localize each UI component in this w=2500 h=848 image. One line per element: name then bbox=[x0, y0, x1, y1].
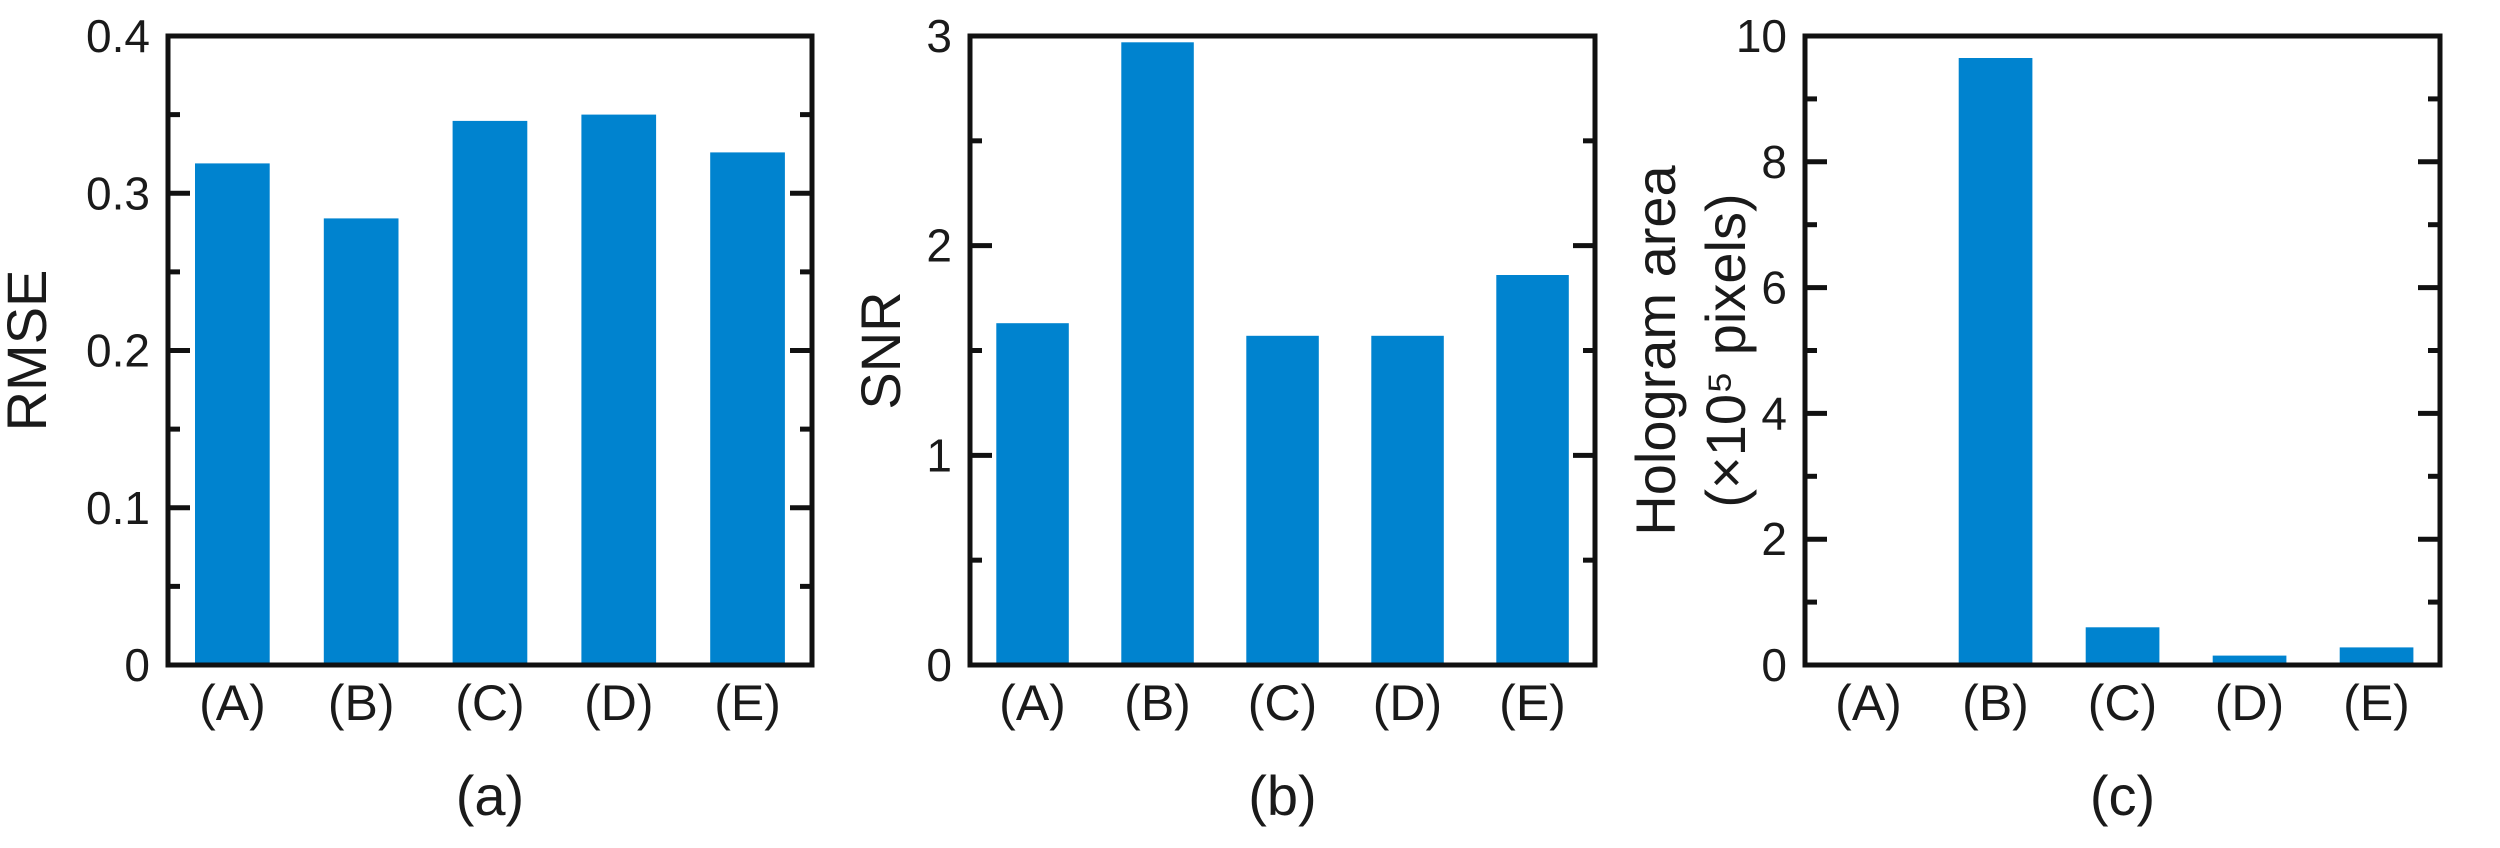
bar-3 bbox=[2085, 627, 2160, 665]
x-tick-label: (D) bbox=[2215, 675, 2284, 731]
y-tick-label: 0 bbox=[1761, 639, 1787, 691]
bar-2 bbox=[1121, 42, 1194, 666]
bar-4 bbox=[2212, 655, 2287, 665]
bar-5 bbox=[2339, 647, 2414, 665]
y-tick-label: 0 bbox=[926, 639, 952, 691]
x-tick-label: (A) bbox=[199, 675, 266, 731]
y-tick-label: 3 bbox=[926, 10, 952, 62]
bar-4 bbox=[581, 114, 657, 666]
chart-panel-2: 0 1 2 3 (A) (B) (C) (D) (E) SNR (b) bbox=[849, 10, 1598, 827]
bar-3 bbox=[452, 120, 528, 665]
x-tick-label: (B) bbox=[328, 675, 395, 731]
x-tick-label: (D) bbox=[1373, 675, 1442, 731]
x-tick-label: (A) bbox=[1835, 675, 1902, 731]
panel-label: (a) bbox=[456, 764, 524, 827]
x-tick-label: (E) bbox=[714, 675, 781, 731]
panel-label: (b) bbox=[1248, 764, 1316, 827]
y-tick-label: 0.3 bbox=[86, 167, 150, 219]
bar-1 bbox=[195, 163, 270, 665]
y-tick-label: 0 bbox=[124, 639, 150, 691]
bar-3 bbox=[1246, 335, 1319, 665]
bar-2 bbox=[323, 218, 399, 665]
x-tick-label: (D) bbox=[584, 675, 653, 731]
panel-label: (c) bbox=[2090, 764, 2155, 827]
y-tick-label: 10 bbox=[1736, 10, 1787, 62]
y-tick-label: 0.1 bbox=[86, 482, 150, 534]
x-tick-label: (E) bbox=[1499, 675, 1566, 731]
bar-4 bbox=[1371, 335, 1444, 665]
chart-panel-1: 0 0.1 0.2 0.3 0.4 (A) (B) (C) (D) (E) RMSE (a) bbox=[0, 10, 815, 827]
x-tick-label: (C) bbox=[2088, 675, 2157, 731]
y-tick-label: 4 bbox=[1761, 387, 1787, 439]
x-tick-label: (E) bbox=[2343, 675, 2410, 731]
y-tick-label: 2 bbox=[926, 220, 952, 272]
x-tick-label: (C) bbox=[1248, 675, 1317, 731]
x-tick-label: (A) bbox=[999, 675, 1066, 731]
y-axis-label-line2: (×10⁵ pixels) bbox=[1694, 193, 1757, 507]
y-tick-label: 2 bbox=[1761, 513, 1787, 565]
x-tick-label: (B) bbox=[1962, 675, 2029, 731]
bar-5 bbox=[710, 152, 785, 665]
y-axis-label: Hologram area bbox=[1624, 164, 1687, 535]
y-tick-label: 8 bbox=[1761, 136, 1787, 188]
bar-1 bbox=[996, 323, 1069, 665]
y-axis-label: RMSE bbox=[0, 270, 58, 432]
x-tick-label: (B) bbox=[1124, 675, 1191, 731]
y-tick-label: 6 bbox=[1761, 262, 1787, 314]
axes-frame bbox=[1802, 33, 2443, 668]
x-tick-label: (C) bbox=[455, 675, 524, 731]
y-tick-label: 1 bbox=[926, 429, 952, 481]
y-axis-label: SNR bbox=[849, 291, 912, 409]
chart-panel-3: 0 2 4 6 8 10 (A) (B) (C) (D) (E) Hologram area (×10⁵… bbox=[1624, 10, 2443, 827]
bar-2 bbox=[1958, 58, 2033, 665]
bar-5 bbox=[1496, 275, 1569, 665]
y-tick-label: 0.4 bbox=[86, 10, 150, 62]
y-tick-label: 0.2 bbox=[86, 325, 150, 377]
